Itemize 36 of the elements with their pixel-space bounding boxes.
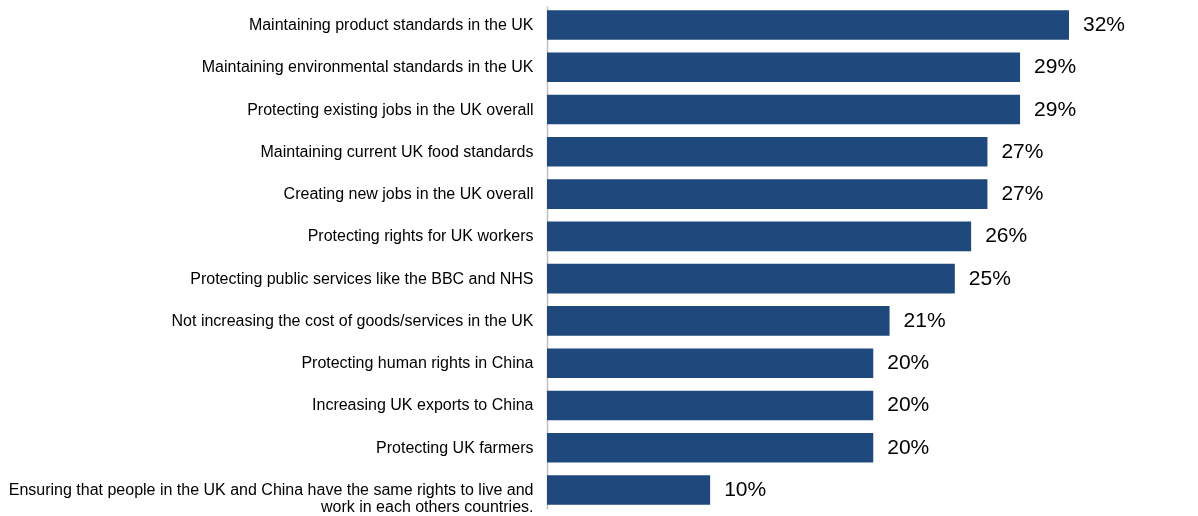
y-tick-label: Protecting public services like the BBC and NHS <box>190 269 534 287</box>
data-label: 20% <box>887 392 930 416</box>
bar <box>547 263 955 294</box>
y-tick-label: Protecting UK farmers <box>376 438 534 456</box>
data-label: 32% <box>1083 12 1126 36</box>
bar <box>547 390 874 421</box>
bar <box>547 306 890 336</box>
data-label: 29% <box>1034 96 1077 120</box>
y-tick-label: Maintaining product standards in the UK <box>248 16 534 34</box>
bar <box>547 432 874 463</box>
data-label: 20% <box>887 350 930 374</box>
y-tick-label: Protecting rights for UK workers <box>307 227 534 245</box>
data-label: 10% <box>724 476 767 500</box>
bar <box>547 52 1021 83</box>
bar <box>547 94 1021 125</box>
data-label: 27% <box>1001 181 1044 205</box>
y-tick-label: Protecting existing jobs in the UK overall <box>247 100 534 118</box>
bar <box>547 179 988 209</box>
data-label: 20% <box>887 434 930 458</box>
bar <box>547 348 874 378</box>
y-tick-label: Maintaining environmental standards in the UK <box>201 58 534 76</box>
data-label: 21% <box>903 307 946 331</box>
data-label: 27% <box>1001 138 1044 162</box>
y-tick-label: Not increasing the cost of goods/services in the UK <box>171 311 534 329</box>
data-label: 26% <box>985 223 1028 247</box>
y-tick-label: Creating new jobs in the UK overall <box>283 185 534 203</box>
bar <box>547 137 988 167</box>
y-tick-label: Increasing UK exports to China <box>312 396 534 414</box>
bar <box>547 475 711 505</box>
bar <box>547 221 972 252</box>
y-tick-label: Ensuring that people in the UK and China have the same rights to live and work in each others countries. <box>8 480 534 515</box>
bar <box>547 10 1069 40</box>
y-tick-label: Maintaining current UK food standards <box>260 142 534 160</box>
data-label: 25% <box>968 265 1011 289</box>
y-tick-label: Protecting human rights in China <box>301 354 534 372</box>
data-label: 29% <box>1034 54 1077 78</box>
